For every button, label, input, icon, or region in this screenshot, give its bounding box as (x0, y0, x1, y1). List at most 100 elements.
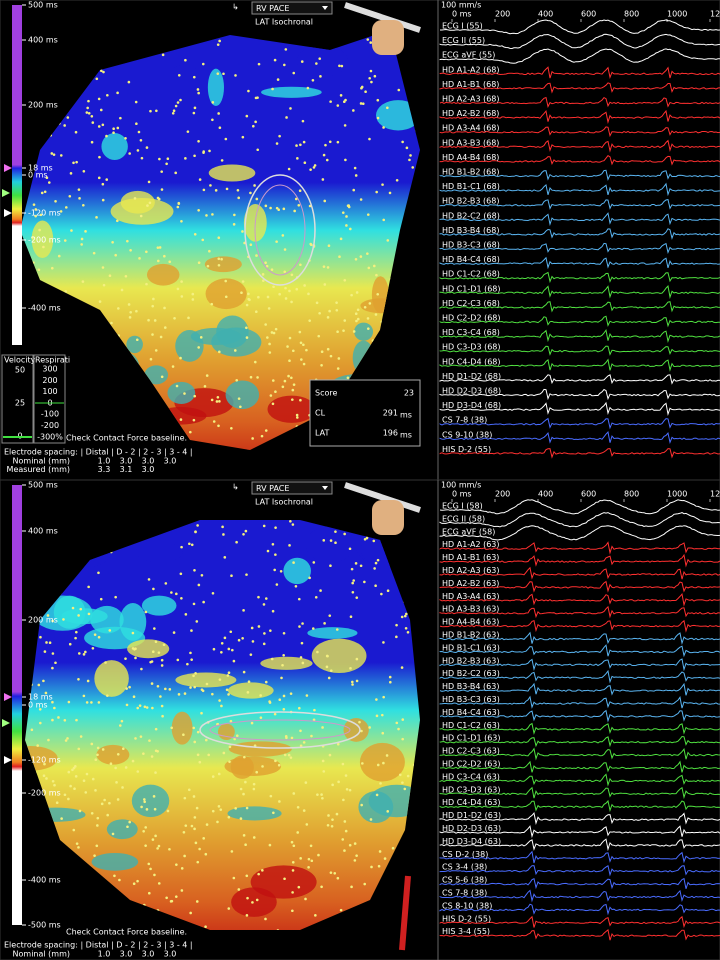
map-point (79, 735, 83, 738)
map-point (183, 692, 187, 695)
map-point (116, 91, 119, 95)
time-tick-label: 1200 (710, 10, 720, 19)
map-point (156, 684, 160, 688)
map-point (385, 340, 389, 344)
map-point (380, 713, 384, 717)
map-point (52, 581, 55, 585)
map-point (121, 786, 124, 789)
map-point (308, 576, 311, 580)
map-point (283, 753, 287, 757)
map-point (45, 910, 48, 914)
map-point (273, 58, 277, 62)
map-point (271, 402, 275, 406)
map-point (237, 196, 241, 200)
map-point (345, 787, 349, 791)
map-patch (26, 807, 86, 822)
map-point (205, 214, 208, 217)
map-point (351, 581, 354, 585)
map-point (177, 693, 181, 696)
map-point (216, 43, 220, 46)
map-point (298, 189, 302, 193)
map-point (190, 629, 193, 632)
colorbar-label: 200 ms (28, 101, 58, 110)
map-point (284, 48, 288, 51)
map-point (297, 885, 301, 889)
map-point (117, 307, 120, 310)
dropdown[interactable] (251, 1, 333, 15)
map-point (54, 581, 57, 585)
channel-label: HD A1-B1 (63) (442, 553, 499, 562)
map-point (113, 371, 116, 375)
map-point (190, 658, 193, 661)
map-point (30, 683, 33, 687)
map-point (90, 812, 94, 815)
map-point (273, 712, 277, 716)
map-point (198, 760, 202, 764)
catheter-tip (399, 875, 411, 951)
respiration-label: -300% (37, 432, 63, 441)
trace (439, 374, 720, 385)
dropdown[interactable] (251, 481, 333, 495)
map-point (140, 805, 143, 809)
map-point (134, 656, 137, 660)
map-point (383, 857, 387, 860)
map-point (274, 553, 277, 556)
map-point (31, 94, 35, 98)
map-point (320, 885, 323, 889)
map-point (193, 233, 197, 236)
map-point (283, 248, 287, 251)
map-point (270, 657, 274, 661)
map-point (400, 364, 404, 368)
map-point (281, 234, 285, 237)
map-point (85, 772, 89, 776)
map-point (97, 635, 101, 639)
map-point (290, 300, 293, 304)
map-point (340, 64, 344, 68)
map-point (371, 339, 375, 342)
map-point (259, 512, 262, 515)
map-point (275, 583, 279, 586)
map-point (197, 583, 201, 587)
map-point (50, 152, 54, 155)
map-point (287, 167, 291, 171)
map-point (218, 699, 221, 702)
map-point (247, 89, 250, 93)
map-point (45, 176, 49, 180)
map-patch (146, 263, 180, 286)
map-point (227, 815, 231, 819)
map-point (58, 388, 62, 392)
map-point (61, 554, 64, 557)
map-point (227, 647, 231, 651)
map-point (76, 442, 79, 446)
channel-label: HD B3-C3 (68) (442, 241, 500, 250)
map-point (359, 102, 363, 105)
map-point (313, 164, 317, 167)
map-point (114, 253, 117, 257)
map-point (295, 425, 299, 428)
map-point (415, 933, 418, 936)
trace (439, 709, 720, 723)
map-point (354, 562, 358, 565)
map-point (404, 627, 408, 630)
map-point (75, 718, 78, 722)
map-point (401, 140, 404, 144)
map-point (148, 201, 152, 205)
map-point (138, 257, 141, 260)
map-point (108, 274, 112, 278)
map-point (319, 75, 322, 78)
map-type: LAT Isochronal (255, 18, 313, 27)
map-point (291, 860, 295, 864)
map-point (363, 537, 367, 541)
map-point (281, 385, 285, 389)
map-point (217, 424, 220, 428)
map-point (321, 726, 324, 729)
map-point (204, 925, 207, 929)
map-point (160, 664, 164, 667)
map-point (43, 190, 47, 194)
map-patch (91, 852, 139, 871)
map-patch (96, 744, 130, 765)
map-point (405, 863, 409, 867)
map-point (44, 338, 48, 341)
map-point (59, 154, 63, 157)
map-point (229, 719, 233, 723)
